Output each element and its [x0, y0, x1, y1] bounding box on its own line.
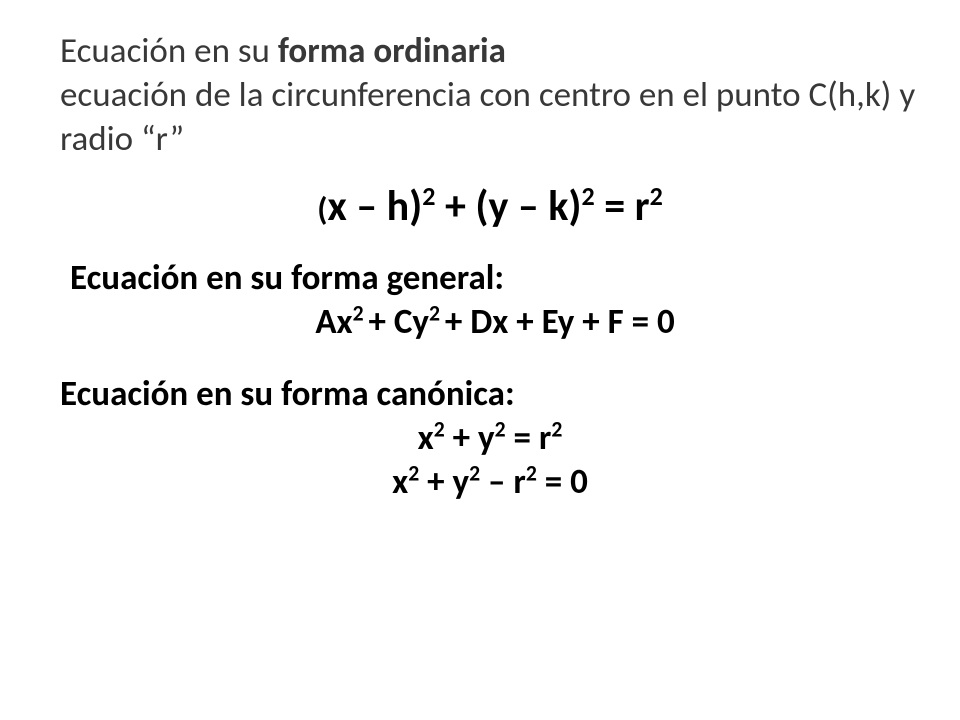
canon2-sup1: 2	[408, 460, 419, 487]
canon1-sup2: 2	[495, 416, 506, 443]
canon1-sup1: 2	[434, 416, 445, 443]
canon1-sup3: 2	[551, 416, 562, 443]
ordinary-seg3: = r	[595, 181, 650, 232]
canonical-block: Ecuación en su forma canónica: x2 + y2 =…	[60, 373, 920, 503]
general-label: Ecuación en su forma general:	[70, 257, 920, 299]
general-sup1: 2	[353, 300, 369, 327]
canon2-sup3: 2	[526, 460, 537, 487]
general-seg1: Ax	[315, 301, 352, 343]
ordinary-seg2: + (y – k)	[435, 181, 581, 232]
general-seg2: + Cy	[369, 301, 429, 343]
canon2-sup2: 2	[469, 460, 480, 487]
ordinary-open-paren: (	[317, 189, 327, 229]
canon1-seg2: + y	[445, 417, 495, 459]
canon2-seg4: = 0	[537, 461, 588, 503]
ordinary-seg1: x – h)	[327, 181, 422, 232]
general-block: Ecuación en su forma general: Ax2 + Cy2 …	[70, 257, 920, 343]
canon2-seg1: x	[392, 461, 408, 503]
canon2-seg3: – r	[480, 461, 526, 503]
canonical-label: Ecuación en su forma canónica:	[60, 373, 920, 415]
ordinary-sup1: 2	[422, 180, 435, 212]
slide: Ecuación en su forma ordinaria ecuación …	[0, 0, 960, 720]
canon1-seg3: = r	[506, 417, 552, 459]
ordinary-sup3: 2	[650, 180, 663, 212]
canonical-equation-1: x2 + y2 = r2	[60, 417, 920, 459]
intro-part1: Ecuación en su	[60, 30, 278, 72]
ordinary-equation: (x – h)2 + (y – k)2 = r2	[60, 181, 920, 232]
intro-text: Ecuación en su forma ordinaria ecuación …	[60, 30, 920, 161]
canonical-equation-2: x2 + y2 – r2 = 0	[60, 461, 920, 503]
canon2-seg2: + y	[419, 461, 469, 503]
general-seg3: + Dx + Ey + F = 0	[445, 301, 675, 343]
intro-bold: forma ordinaria	[278, 30, 506, 72]
general-equation: Ax2 + Cy2 + Dx + Ey + F = 0	[70, 301, 920, 343]
ordinary-sup2: 2	[582, 180, 595, 212]
intro-part2: ecuación de la circunferencia con centro…	[60, 74, 915, 160]
general-sup2: 2	[429, 300, 445, 327]
canon1-seg1: x	[418, 417, 434, 459]
